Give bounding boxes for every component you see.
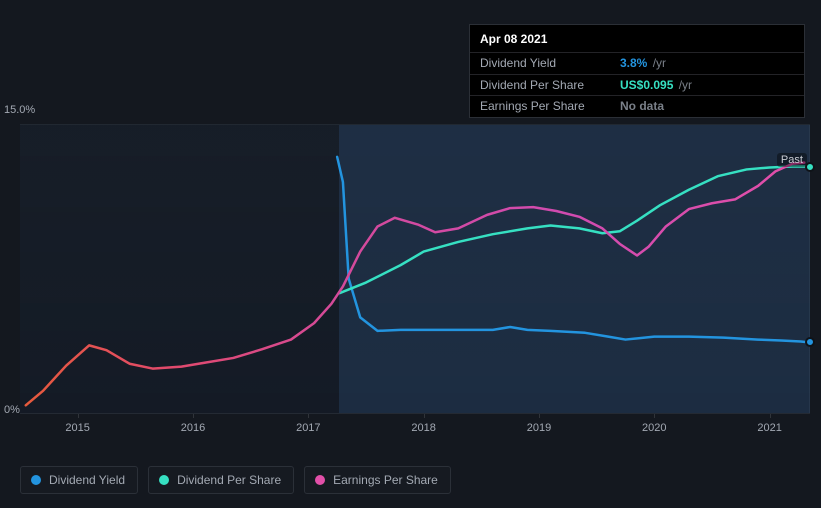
legend-item[interactable]: Dividend Yield [20, 466, 138, 494]
chart-tooltip: Apr 08 2021 Dividend Yield3.8% /yrDivide… [469, 24, 805, 118]
tooltip-rows: Dividend Yield3.8% /yrDividend Per Share… [470, 52, 804, 117]
tooltip-row: Dividend Per ShareUS$0.095 /yr [470, 74, 804, 96]
x-tick-label: 2015 [65, 422, 89, 434]
chart-lines [20, 124, 810, 414]
x-tick-line [78, 414, 79, 418]
legend: Dividend Yield Dividend Per Share Earnings… [20, 466, 451, 494]
x-tick-label: 2019 [527, 422, 551, 434]
tooltip-key: Dividend Yield [480, 55, 620, 72]
series-line [339, 167, 810, 294]
x-tick-line [654, 414, 655, 418]
series-line [337, 157, 810, 343]
legend-swatch [315, 475, 325, 485]
y-axis-min-label: 0% [4, 404, 20, 416]
x-tick-line [424, 414, 425, 418]
x-tick-line [539, 414, 540, 418]
x-tick-label: 2016 [181, 422, 205, 434]
x-axis: 2015 2016 2017 2018 2019 2020 2021 [20, 420, 810, 440]
x-tick-label: 2017 [296, 422, 320, 434]
tooltip-value: 3.8% /yr [620, 55, 666, 72]
tooltip-value: US$0.095 /yr [620, 77, 692, 94]
x-tick-label: 2021 [757, 422, 781, 434]
x-tick-label: 2018 [411, 422, 435, 434]
x-tick-line [193, 414, 194, 418]
series-end-marker [805, 337, 815, 347]
x-tick-line [308, 414, 309, 418]
legend-swatch [159, 475, 169, 485]
legend-item[interactable]: Earnings Per Share [304, 466, 451, 494]
legend-item[interactable]: Dividend Per Share [148, 466, 294, 494]
series-end-marker [805, 162, 815, 172]
legend-label: Dividend Per Share [177, 473, 281, 487]
series-line [26, 163, 804, 406]
tooltip-key: Dividend Per Share [480, 77, 620, 94]
legend-label: Dividend Yield [49, 473, 125, 487]
x-tick-line [770, 414, 771, 418]
past-label: Past [777, 153, 807, 167]
legend-swatch [31, 475, 41, 485]
chart: Past [20, 110, 810, 420]
x-tick-label: 2020 [642, 422, 666, 434]
legend-label: Earnings Per Share [333, 473, 438, 487]
tooltip-date: Apr 08 2021 [470, 25, 804, 52]
tooltip-row: Dividend Yield3.8% /yr [470, 52, 804, 74]
